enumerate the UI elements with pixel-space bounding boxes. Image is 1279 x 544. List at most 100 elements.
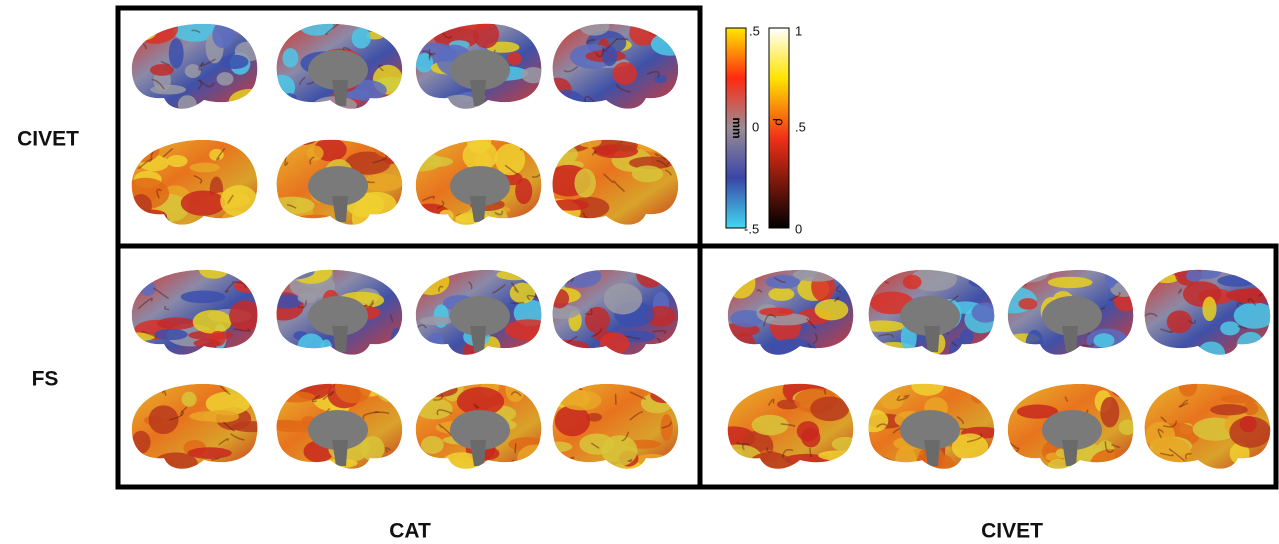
sulcus: [197, 79, 203, 90]
sulcus: [137, 158, 152, 170]
surface-patch: [153, 452, 198, 469]
sulcus: [595, 47, 605, 58]
surface-patch: [727, 444, 762, 468]
surface-patch: [1239, 415, 1257, 433]
surface-patch: [415, 339, 427, 355]
medial-wall: [1042, 410, 1102, 450]
column-label: CIVET: [981, 520, 1043, 543]
colorbar-label: ρ: [773, 118, 788, 125]
brain: [131, 269, 258, 355]
surface-patch: [648, 27, 666, 37]
surface-patch: [276, 139, 316, 146]
sulcus: [198, 61, 205, 71]
surface-patch: [136, 209, 168, 224]
surface-patch: [733, 332, 756, 355]
sulcus: [428, 48, 431, 58]
colorbar-tick: .5: [749, 23, 760, 38]
surface-patch: [297, 333, 325, 355]
surface-patch: [868, 409, 889, 433]
surface-patch: [149, 64, 174, 76]
surface-patch: [552, 199, 590, 211]
surface-patch: [295, 214, 335, 225]
sulcus: [199, 79, 216, 88]
colorbar-tick: -.5: [744, 221, 759, 236]
surface-patch: [603, 283, 643, 315]
surface-patch: [177, 95, 197, 109]
sulcus: [322, 390, 335, 401]
sulcus: [422, 195, 435, 202]
sulcus: [782, 448, 794, 459]
surface-patch: [601, 435, 638, 467]
surface-patch: [187, 447, 232, 459]
sulcus: [325, 23, 339, 36]
surface-patch: [212, 23, 235, 49]
surface-patch: [415, 269, 450, 296]
sulcus: [510, 391, 522, 397]
surface-patch: [362, 173, 403, 192]
colorbar: [768, 27, 790, 229]
surface-patch: [181, 391, 197, 407]
surface-patch: [552, 99, 574, 109]
surface-patch: [1185, 269, 1203, 282]
surface-patch: [1100, 396, 1120, 428]
brain: [1144, 383, 1271, 469]
sulcus: [1247, 298, 1257, 306]
surface-patch: [281, 93, 297, 103]
medial-wall: [308, 410, 368, 450]
surface-patch: [184, 64, 201, 79]
panel-border: [697, 243, 1279, 490]
sulcus: [591, 150, 597, 156]
sulcus: [602, 38, 618, 52]
sulcus: [531, 167, 542, 178]
surface-patch: [131, 23, 159, 41]
medial-wall: [1042, 296, 1102, 336]
sulcus: [756, 289, 763, 293]
surface-patch: [156, 317, 196, 330]
surface-patch: [506, 52, 522, 66]
medial-wall: [308, 50, 368, 90]
surface-patch: [1233, 302, 1271, 329]
medial-wall: [308, 296, 368, 336]
surface-patch: [1217, 274, 1256, 287]
surface-patch: [351, 27, 371, 49]
surface-patch: [205, 391, 251, 416]
surface-patch: [467, 139, 492, 154]
brain-surfaces: [131, 23, 1271, 469]
sulcus: [436, 409, 453, 416]
sulcus: [763, 314, 777, 327]
sulcus: [603, 173, 614, 184]
sulcus: [362, 411, 379, 420]
sulcus: [415, 324, 427, 334]
sulcus: [437, 200, 445, 210]
brain: [727, 269, 854, 355]
sulcus: [440, 30, 453, 39]
surface-patch: [345, 151, 391, 175]
surface-patch: [559, 269, 602, 288]
brain: [415, 139, 542, 225]
sulcus: [1157, 428, 1165, 439]
colorbar-tick: .5: [795, 119, 806, 134]
sulcus: [504, 164, 519, 176]
sulcus: [222, 421, 236, 432]
sulcus: [736, 441, 750, 445]
surface-patch: [456, 387, 505, 416]
colorbar-tick: 0: [752, 119, 759, 134]
surface-patch: [968, 275, 995, 289]
colorbar-label: mm: [730, 117, 744, 138]
surface-patch: [189, 162, 220, 173]
surface-patch: [1118, 419, 1134, 435]
surface-patch: [297, 292, 317, 304]
surface-patch: [868, 320, 906, 332]
sulcus: [218, 438, 229, 446]
surface-patch: [228, 88, 258, 109]
surface-patch: [180, 290, 226, 304]
brain: [276, 269, 403, 355]
sulcus: [1188, 319, 1196, 325]
surface-patch: [1220, 321, 1240, 336]
sulcus: [1178, 402, 1189, 408]
surface-patch: [415, 152, 442, 172]
surface-patch: [765, 274, 801, 289]
sulcus: [665, 169, 672, 176]
sulcus: [372, 154, 388, 164]
brainstem: [470, 326, 486, 352]
